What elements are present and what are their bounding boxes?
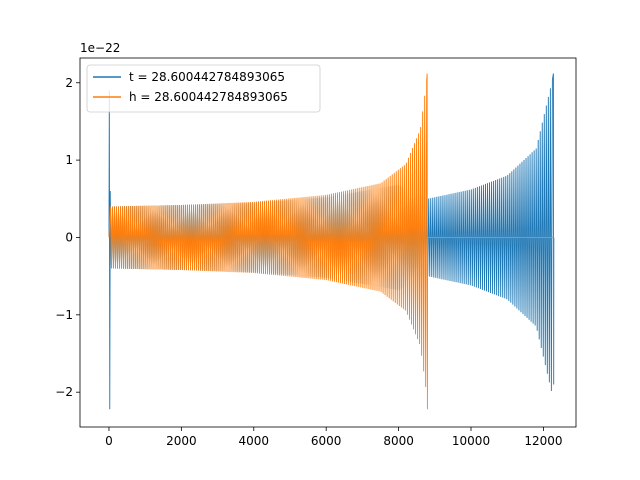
legend: t = 28.600442784893065 h = 28.60044278489… [86, 64, 321, 113]
x-tick-label: 10000 [452, 434, 490, 448]
x-tick-label: 12000 [524, 434, 562, 448]
y-tick-label: 2 [65, 76, 73, 90]
x-tick-label: 8000 [383, 434, 414, 448]
x-tick-label: 0 [105, 434, 113, 448]
axes: 0 2000 4000 6000 8000 10000 12000 −2 −1 0 1 2 [55, 57, 577, 448]
y-offset-label: 1e−22 [80, 41, 120, 55]
x-tick-label: 6000 [311, 434, 342, 448]
legend-box [86, 64, 321, 113]
plot-area [108, 73, 555, 410]
series-line-2 [108, 73, 554, 410]
y-tick-label: −1 [55, 308, 73, 322]
y-tick-label: 0 [65, 230, 73, 244]
y-tick-label: −2 [55, 385, 73, 399]
y-tick-label: 1 [65, 153, 73, 167]
x-tick-label: 4000 [239, 434, 270, 448]
x-tick-label: 2000 [166, 434, 197, 448]
legend-label-1: t = 28.600442784893065 [129, 70, 285, 84]
legend-label-2: h = 28.600442784893065 [129, 90, 288, 104]
axes-frame [79, 57, 577, 428]
